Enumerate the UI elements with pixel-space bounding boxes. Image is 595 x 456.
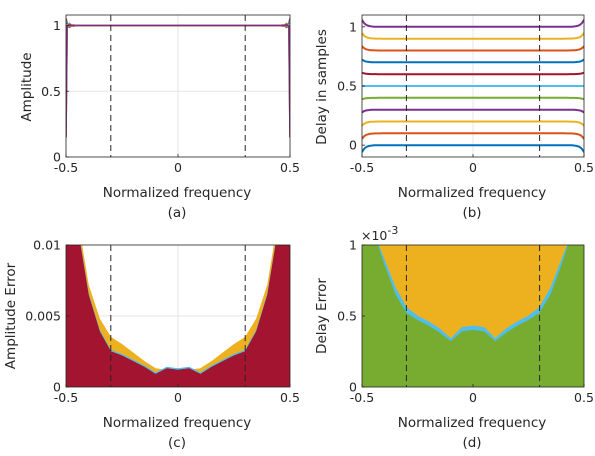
panel-d-delay-error: -0.5 0 0.500.51 Normalized frequency Delay… bbox=[314, 224, 594, 451]
panel-c-error-area bbox=[66, 245, 290, 387]
panel-b-series-line bbox=[362, 96, 584, 101]
panel-a-x-tick-label: 0.5 bbox=[280, 160, 300, 175]
panel-a-plot-area: -0.5 0 0.500.51 bbox=[41, 14, 300, 175]
panel-a-band-edge-markers bbox=[110, 15, 246, 157]
panel-a-series bbox=[66, 18, 290, 138]
panel-c-xlabel: Normalized frequency bbox=[103, 415, 252, 431]
panel-c-y-tick-label: 0 bbox=[53, 380, 61, 395]
panel-d-caption: (d) bbox=[462, 435, 481, 451]
panel-b-series bbox=[362, 19, 584, 153]
panel-b-series-line bbox=[362, 71, 584, 76]
panel-d-x-tick-label: -0.5 bbox=[350, 390, 374, 405]
panel-b-series-line bbox=[362, 32, 584, 40]
panel-a-xlabel: Normalized frequency bbox=[103, 185, 252, 201]
panel-b-series-line bbox=[362, 132, 584, 140]
panel-d-y-tick-label: 1 bbox=[349, 238, 357, 253]
panel-c-band-edge-markers bbox=[110, 245, 246, 387]
panel-b-xlabel: Normalized frequency bbox=[398, 185, 547, 201]
panel-a-amplitude: -0.5 0 0.500.51 Normalized frequency Ampli… bbox=[19, 14, 300, 221]
panel-b-delay: -0.5 0 0.5 0 0.5 1 Normalized frequency Delay… bbox=[314, 14, 594, 221]
panel-c-series bbox=[66, 245, 290, 387]
panel-b-x-tick-label: -0.5 bbox=[350, 160, 374, 175]
panel-a-series-line bbox=[66, 24, 290, 138]
panel-c-x-tick-label: 0.5 bbox=[280, 390, 300, 405]
panel-d-y-exponent: ×10-3 bbox=[361, 224, 398, 243]
panel-c-ylabel: Amplitude Error bbox=[3, 262, 19, 369]
panel-b-ylabel: Delay in samples bbox=[314, 29, 330, 145]
panel-b-series-line bbox=[362, 58, 584, 64]
panel-b-series-line bbox=[362, 45, 584, 52]
panel-d-plot-area: -0.5 0 0.500.51 bbox=[337, 238, 594, 406]
panel-a-caption: (a) bbox=[168, 205, 187, 221]
panel-d-xlabel: Normalized frequency bbox=[398, 415, 547, 431]
panel-c-x-tick-label: 0 bbox=[174, 390, 182, 405]
panel-b-y-tick-label: 1 bbox=[349, 19, 357, 34]
panel-b-band-edge-markers bbox=[405, 15, 541, 157]
panel-d-x-tick-label: 0 bbox=[469, 390, 477, 405]
panel-d-ylabel: Delay Error bbox=[314, 278, 330, 354]
panel-b-x-tick-label: 0 bbox=[469, 160, 477, 175]
panel-c-x-tick-label: -0.5 bbox=[54, 390, 78, 405]
panel-b-plot-area: -0.5 0 0.5 0 0.5 1 bbox=[337, 14, 594, 175]
panel-a-x-tick-label: 0 bbox=[174, 160, 182, 175]
panel-b-y-tick-label: 0.5 bbox=[337, 79, 357, 94]
panel-a-x-tick-label: -0.5 bbox=[54, 160, 78, 175]
panel-d-y-tick-label: 0 bbox=[349, 380, 357, 395]
panel-a-y-tick-label: 0 bbox=[53, 150, 61, 165]
panel-b-series-line bbox=[362, 120, 584, 127]
panel-d-error-area bbox=[362, 245, 584, 387]
panel-c-y-tick-label: 0.005 bbox=[25, 309, 61, 324]
panel-b-series-line bbox=[362, 108, 584, 114]
panel-d-x-tick-label: 0.5 bbox=[574, 390, 594, 405]
panel-b-series-line bbox=[362, 19, 584, 28]
panel-c-caption: (c) bbox=[168, 435, 186, 451]
panel-b-x-tick-label: 0.5 bbox=[574, 160, 594, 175]
panel-b-series-line bbox=[362, 144, 584, 153]
panel-d-band-edge-markers bbox=[405, 245, 541, 387]
panel-d-series bbox=[362, 245, 584, 387]
panel-a-y-tick-label: 0.5 bbox=[41, 84, 61, 99]
panel-b-y-tick-label: 0 bbox=[349, 138, 357, 153]
panel-a-ylabel: Amplitude bbox=[19, 52, 35, 121]
panel-c-y-tick-label: 0.01 bbox=[33, 238, 61, 253]
panel-d-y-tick-label: 0.5 bbox=[337, 309, 357, 324]
panel-b-caption: (b) bbox=[462, 205, 481, 221]
panel-a-y-tick-label: 1 bbox=[53, 18, 61, 33]
